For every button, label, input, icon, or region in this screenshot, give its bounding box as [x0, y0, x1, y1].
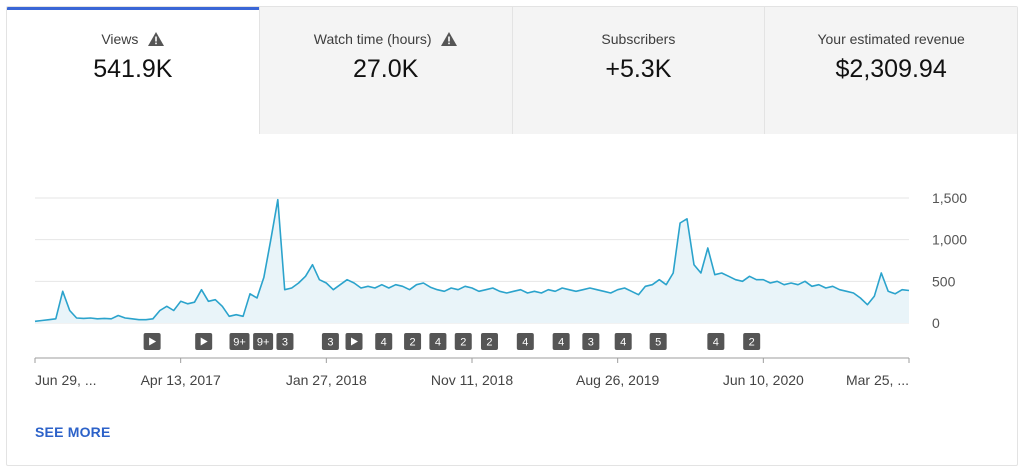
annotation-marker[interactable]: 2 [743, 333, 761, 350]
views-chart-area: 1,500 1,000 500 0 9+ 9+ 3 3 4 2 4 2 2 4 4 3 4 5 4 2 Jun 29, … [7, 134, 1017, 465]
annotation-marker[interactable]: 4 [707, 333, 725, 350]
annotation-marker-box [743, 333, 761, 350]
play-icon [351, 337, 359, 346]
annotation-marker[interactable]: 3 [276, 333, 294, 350]
y-tick-label: 500 [932, 273, 956, 289]
warning-icon [148, 32, 165, 46]
annotation-marker-box [614, 333, 632, 350]
annotation-marker[interactable]: 2 [404, 333, 422, 350]
annotation-marker[interactable]: 3 [321, 333, 339, 350]
annotation-marker[interactable]: 4 [429, 333, 447, 350]
annotation-marker[interactable]: 5 [649, 333, 667, 350]
y-tick-label: 1,500 [932, 190, 967, 206]
annotation-marker-box [253, 333, 274, 350]
annotation-marker[interactable]: 4 [614, 333, 632, 350]
annotation-marker-box [480, 333, 498, 350]
x-tick-label: Jun 10, 2020 [723, 372, 804, 388]
annotation-marker[interactable]: 3 [582, 333, 600, 350]
annotation-marker-box [516, 333, 534, 350]
annotation-marker-label: 3 [588, 337, 594, 349]
tab-watch-time-value: 27.0K [352, 55, 419, 83]
tab-watch-time-label: Watch time (hours) [313, 31, 432, 47]
annotation-marker-label: 4 [713, 337, 719, 349]
annotation-marker[interactable]: 4 [552, 333, 570, 350]
annotation-marker-box [229, 333, 250, 350]
annotation-marker-label: 9+ [233, 337, 246, 349]
tab-watch-time[interactable]: Watch time (hours) 27.0K [258, 7, 512, 134]
annotation-marker-label: 4 [381, 337, 387, 349]
y-tick-label: 1,000 [932, 232, 967, 248]
annotation-marker[interactable]: 4 [375, 333, 393, 350]
annotation-marker-box [454, 333, 472, 350]
annotation-marker[interactable] [195, 333, 213, 350]
metric-tabs: Views 541.9K Watch time (hours) 27.0K Su… [7, 7, 1017, 134]
annotation-marker[interactable]: 9+ [229, 333, 250, 350]
annotation-marker[interactable]: 2 [454, 333, 472, 350]
views-line-chart: 1,500 1,000 500 0 9+ 9+ 3 3 4 2 4 2 2 4 4 3 4 5 4 2 Jun 29, … [34, 190, 967, 388]
tab-views-value: 541.9K [93, 55, 173, 83]
tab-subscribers[interactable]: Subscribers +5.3K [511, 7, 765, 134]
tab-revenue-label: Your estimated revenue [817, 31, 965, 47]
views-series-line [34, 198, 910, 323]
see-more-link[interactable]: SEE MORE [35, 424, 111, 440]
annotation-marker-box [321, 333, 339, 350]
annotation-marker-label: 3 [282, 337, 288, 349]
tab-views-label: Views [101, 31, 139, 47]
annotation-marker[interactable] [345, 333, 363, 350]
play-icon [200, 337, 208, 346]
tab-subscribers-value: +5.3K [605, 55, 672, 83]
x-tick-label: Jun 29, ... [35, 372, 96, 388]
x-tick-label: Mar 25, ... [846, 372, 909, 388]
analytics-card: Views 541.9K Watch time (hours) 27.0K Su… [6, 6, 1018, 466]
annotation-marker-label: 5 [655, 337, 661, 349]
annotation-marker-label: 4 [620, 337, 626, 349]
x-tick-label: Apr 13, 2017 [141, 372, 221, 388]
annotation-marker-label: 2 [460, 337, 466, 349]
annotation-marker-label: 9+ [257, 337, 270, 349]
tab-revenue[interactable]: Your estimated revenue $2,309.94 [764, 7, 1017, 134]
annotation-marker-label: 2 [749, 337, 755, 349]
y-tick-label: 0 [932, 315, 940, 331]
annotation-marker-box [582, 333, 600, 350]
annotation-marker-box [429, 333, 447, 350]
tab-revenue-value: $2,309.94 [835, 55, 947, 83]
play-icon [149, 337, 157, 346]
annotation-marker[interactable] [143, 333, 161, 350]
views-area-fill [35, 199, 909, 323]
annotation-marker-box [707, 333, 725, 350]
annotation-marker-box [649, 333, 667, 350]
annotation-marker[interactable]: 4 [516, 333, 534, 350]
annotation-marker[interactable]: 9+ [253, 333, 274, 350]
annotation-marker-label: 2 [486, 337, 492, 349]
tab-views[interactable]: Views 541.9K [7, 7, 259, 134]
x-tick-label: Aug 26, 2019 [576, 372, 660, 388]
annotation-marker-label: 4 [435, 337, 441, 349]
annotation-marker-label: 4 [558, 337, 564, 349]
annotation-marker-box [375, 333, 393, 350]
annotation-marker-label: 2 [410, 337, 416, 349]
tab-subscribers-label: Subscribers [601, 31, 676, 47]
annotation-marker-label: 4 [522, 337, 528, 349]
annotation-marker-box [552, 333, 570, 350]
annotation-marker-box [276, 333, 294, 350]
x-tick-label: Nov 11, 2018 [431, 372, 513, 388]
warning-icon [441, 32, 458, 46]
annotation-marker-label: 3 [327, 337, 333, 349]
annotation-marker[interactable]: 2 [480, 333, 498, 350]
x-tick-label: Jan 27, 2018 [286, 372, 367, 388]
annotation-marker-box [404, 333, 422, 350]
